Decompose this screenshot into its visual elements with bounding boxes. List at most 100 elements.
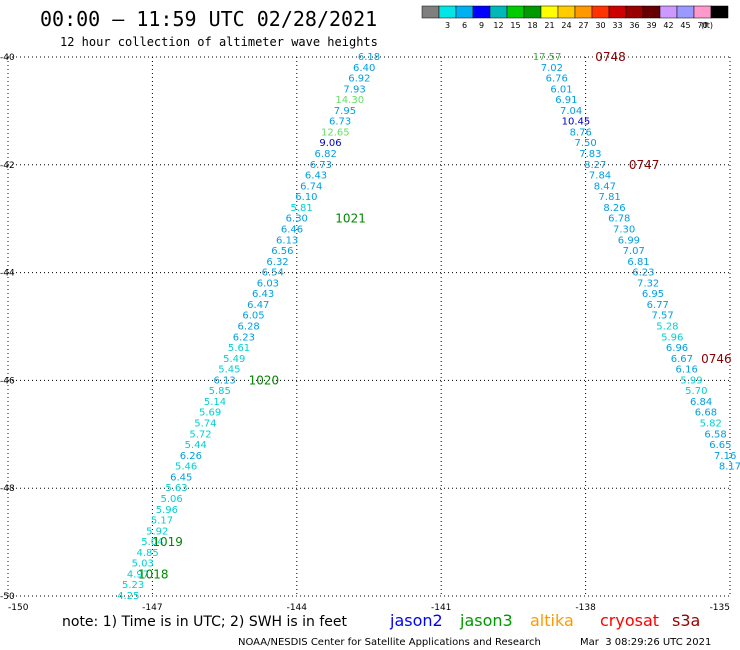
swh-label: 8.17 [719, 462, 740, 473]
swh-label: 5.74 [194, 419, 216, 430]
legend-s3a: s3a [672, 611, 700, 630]
swh-label: 5.70 [685, 386, 707, 397]
colorbar-swatch [438, 5, 457, 19]
swh-label: 6.99 [618, 235, 640, 246]
swh-label: 6.81 [627, 257, 649, 268]
swh-label: 6.47 [247, 300, 269, 311]
time-label: 0747 [629, 158, 660, 172]
swh-label: 5.99 [680, 375, 702, 386]
y-tick-label: -46 [0, 376, 15, 386]
swh-label: 5.69 [199, 408, 221, 419]
swh-label: 12.65 [321, 127, 350, 138]
y-tick-label: -48 [0, 484, 15, 494]
time-label: 1018 [138, 567, 169, 581]
swh-label: 8.26 [603, 203, 625, 214]
colorbar-swatch [625, 5, 644, 19]
x-tick-label: -141 [431, 603, 451, 613]
data-points: 6.186.406.927.9314.307.956.7312.659.066.… [117, 52, 740, 602]
swh-label: 6.95 [642, 289, 664, 300]
y-tick-label: -40 [0, 53, 15, 63]
swh-label: 10.45 [562, 117, 591, 128]
swh-label: 5.04 [141, 537, 163, 548]
swh-label: 6.45 [170, 472, 192, 483]
swh-label: 6.23 [632, 268, 654, 279]
colorbar-label: 21 [544, 21, 554, 30]
colorbar-swatch [455, 5, 474, 19]
x-tick-label: -150 [8, 603, 29, 613]
colorbar-label: 42 [663, 21, 673, 30]
colorbar-swatch [540, 5, 559, 19]
time-label: 0746 [701, 352, 732, 366]
y-tick-label: -50 [0, 592, 15, 602]
swh-label: 7.32 [637, 278, 659, 289]
colorbar-label: 3 [445, 21, 450, 30]
swh-label: 4.97 [127, 569, 149, 580]
swh-label: 7.16 [714, 451, 736, 462]
colorbar-swatch [642, 5, 661, 19]
swh-label: 5.85 [209, 386, 231, 397]
colorbar-swatch [472, 5, 491, 19]
swh-label: 6.43 [305, 171, 327, 182]
swh-label: 5.17 [151, 516, 173, 527]
legend-cryosat: cryosat [600, 611, 659, 630]
colorbar-label: 9 [479, 21, 484, 30]
legend-jason2: jason2 [389, 611, 443, 630]
swh-label: 6.77 [647, 300, 669, 311]
swh-label: 6.56 [271, 246, 293, 257]
swh-label: 7.81 [599, 192, 621, 203]
swh-label: 6.73 [329, 117, 351, 128]
time-labels: 1021 1020 1019 1018 0748 0747 0746 [138, 50, 732, 581]
colorbar-swatch [523, 5, 542, 19]
swh-label: 7.02 [541, 63, 563, 74]
swh-label: 5.06 [161, 494, 183, 505]
swh-label: 14.30 [335, 95, 364, 106]
swh-label: 5.49 [223, 354, 245, 365]
swh-label: 9.06 [319, 138, 341, 149]
time-label: 1021 [335, 212, 366, 226]
colorbar-swatch [608, 5, 627, 19]
swh-label: 5.96 [661, 332, 683, 343]
swh-label: 6.78 [608, 214, 630, 225]
colorbar-swatch [489, 5, 508, 19]
swh-label: 5.96 [156, 505, 178, 516]
time-label: 1019 [152, 535, 183, 549]
swh-label: 6.67 [671, 354, 693, 365]
swh-label: 6.32 [266, 257, 288, 268]
colorbar-label: 39 [646, 21, 656, 30]
y-tick-label: -42 [0, 161, 15, 171]
x-tick-label: -138 [575, 603, 596, 613]
colorbar-swatch [506, 5, 525, 19]
swh-label: 6.28 [238, 322, 260, 333]
swh-label: 7.07 [623, 246, 645, 257]
footer-timestamp: Mar 3 08:29:26 UTC 2021 [580, 637, 711, 648]
swh-label: 6.13 [276, 235, 298, 246]
swh-label: 5.28 [656, 322, 678, 333]
colorbar-label: 33 [612, 21, 622, 30]
footer-note: note: 1) Time is in UTC; 2) SWH is in fe… [62, 614, 348, 630]
colorbar-label: 24 [561, 21, 571, 30]
swh-label: 6.76 [546, 74, 568, 85]
swh-label: 7.04 [560, 106, 582, 117]
x-tick-label: -147 [142, 603, 162, 613]
swh-label: 6.54 [262, 268, 284, 279]
swh-label: 5.61 [228, 343, 250, 354]
swh-label: 6.03 [257, 278, 279, 289]
page-subtitle: 12 hour collection of altimeter wave hei… [60, 35, 378, 49]
swh-label: 6.43 [252, 289, 274, 300]
swh-label: 5.03 [132, 559, 154, 570]
swh-label: 6.13 [213, 375, 235, 386]
colorbar-swatch [557, 5, 576, 19]
swh-label: 6.68 [695, 408, 717, 419]
swh-label: 5.46 [175, 462, 197, 473]
swh-label: 6.92 [348, 74, 370, 85]
swh-label: 7.84 [589, 171, 611, 182]
colorbar-label: 12 [493, 21, 503, 30]
swh-label: 5.92 [146, 526, 168, 537]
colorbar-swatch [591, 5, 610, 19]
swh-label: 6.91 [555, 95, 577, 106]
swh-label: 6.65 [709, 440, 731, 451]
swh-label: 7.57 [651, 311, 673, 322]
colorbar-label: 30 [595, 21, 605, 30]
swh-label: 8.27 [584, 160, 606, 171]
